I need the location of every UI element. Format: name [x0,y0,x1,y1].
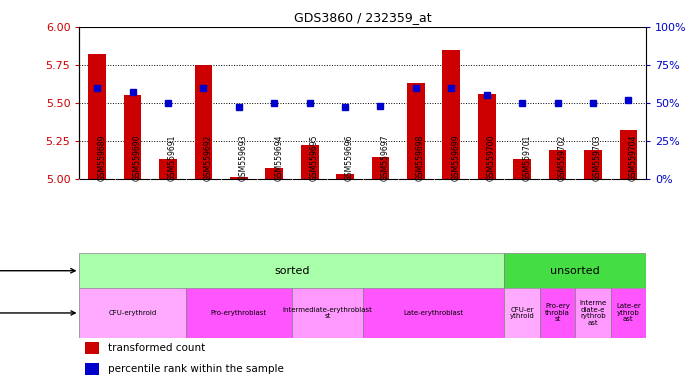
Text: GSM559691: GSM559691 [168,134,177,181]
Text: CFU-er
ythroid: CFU-er ythroid [510,307,535,319]
Bar [292,288,363,338]
Bar [301,145,319,179]
Text: transformed count: transformed count [108,343,205,353]
Bar [79,253,504,288]
Bar [88,54,106,179]
Bar [575,288,611,338]
Bar [504,288,540,338]
Bar [478,94,495,179]
Text: development stage: development stage [0,308,75,318]
Bar [504,253,646,288]
Bar [584,150,602,179]
Text: Late-er
ythrob
ast: Late-er ythrob ast [616,303,641,323]
Bar [620,130,637,179]
Title: GDS3860 / 232359_at: GDS3860 / 232359_at [294,11,432,24]
Text: sorted: sorted [274,266,310,276]
Text: percentile rank within the sample: percentile rank within the sample [108,364,284,374]
Text: Late-erythroblast: Late-erythroblast [404,310,464,316]
Bar [442,50,460,179]
Text: Interme
diate-e
rythrob
ast: Interme diate-e rythrob ast [579,300,607,326]
Text: GSM559704: GSM559704 [628,134,637,181]
Text: protocol: protocol [0,266,75,276]
Text: GSM559702: GSM559702 [558,134,567,181]
Bar [513,159,531,179]
Text: GSM559690: GSM559690 [133,134,142,181]
Text: GSM559689: GSM559689 [97,134,106,181]
Bar [230,177,247,179]
Bar [265,168,283,179]
Bar [85,342,100,354]
Bar [363,288,504,338]
Bar [124,95,142,179]
Text: GSM559703: GSM559703 [593,134,602,181]
Bar [372,157,389,179]
Text: GSM559695: GSM559695 [310,134,319,181]
Bar [337,174,354,179]
Bar [159,159,177,179]
Text: Pro-erythroblast: Pro-erythroblast [211,310,267,316]
Text: Pro-ery
throbla
st: Pro-ery throbla st [545,303,570,323]
Text: GSM559694: GSM559694 [274,134,283,181]
Bar [407,83,425,179]
Bar [85,363,100,375]
Text: GSM559693: GSM559693 [239,134,248,181]
Bar [540,288,575,338]
Text: GSM559697: GSM559697 [381,134,390,181]
Bar [195,65,212,179]
Text: GSM559699: GSM559699 [451,134,460,181]
Bar [611,288,646,338]
Text: Intermediate-erythroblast
st: Intermediate-erythroblast st [283,307,372,319]
Text: GSM559701: GSM559701 [522,134,531,181]
Text: GSM559692: GSM559692 [203,134,212,181]
Bar [549,150,567,179]
Text: GSM559696: GSM559696 [345,134,354,181]
Text: unsorted: unsorted [551,266,600,276]
Bar [79,288,186,338]
Bar [186,288,292,338]
Text: GSM559698: GSM559698 [416,134,425,181]
Text: CFU-erythroid: CFU-erythroid [108,310,157,316]
Text: GSM559700: GSM559700 [486,134,495,181]
